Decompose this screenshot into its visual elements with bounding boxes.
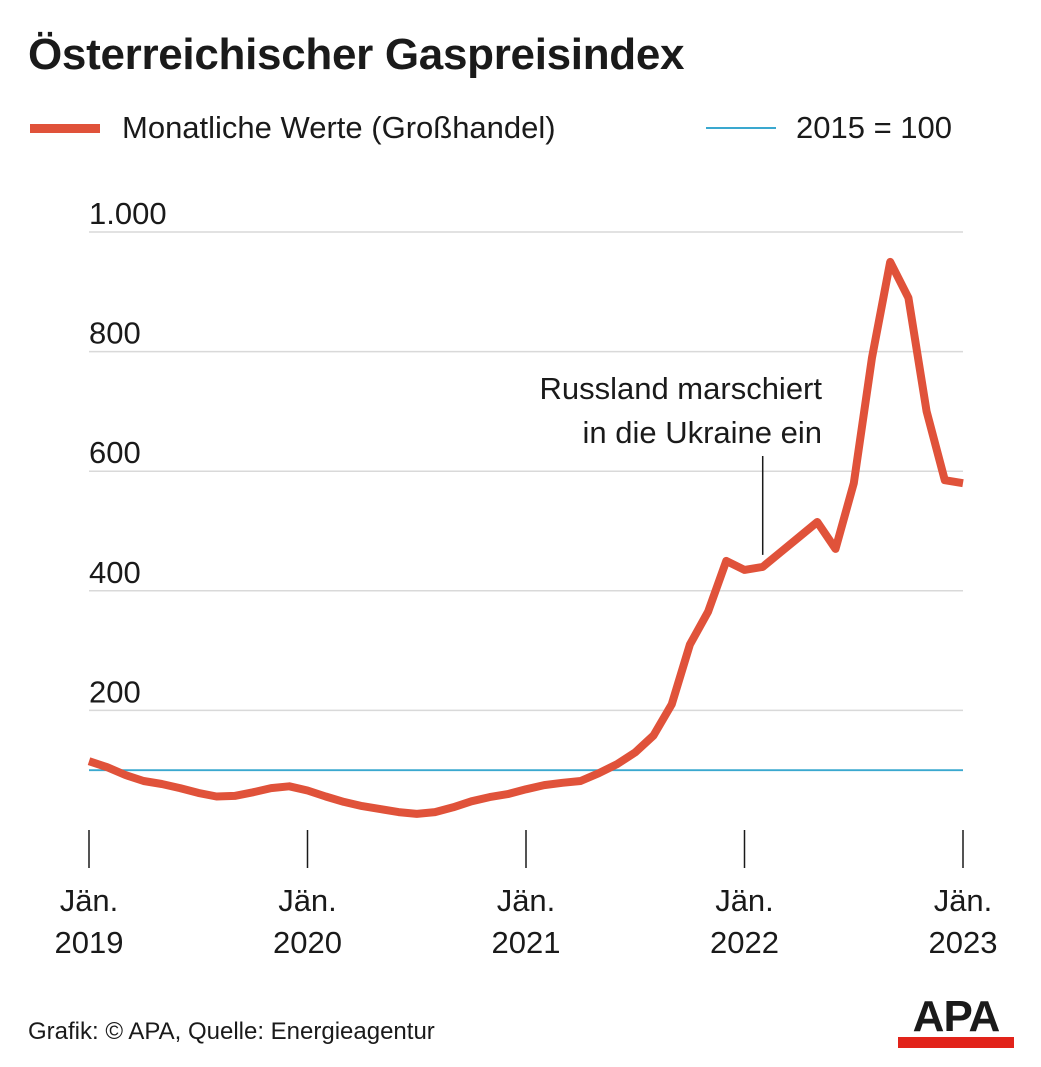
data-point-2022-12 bbox=[942, 477, 948, 483]
y-tick-label-400: 400 bbox=[89, 555, 141, 590]
data-point-2020-07 bbox=[414, 811, 420, 817]
data-point-2023-01 bbox=[960, 480, 966, 486]
legend: Monatliche Werte (Großhandel) 2015 = 100 bbox=[30, 110, 1010, 154]
data-point-2019-12 bbox=[286, 783, 292, 789]
legend-swatch-reference bbox=[706, 127, 776, 129]
data-point-2020-09 bbox=[450, 804, 456, 810]
legend-label-monthly: Monatliche Werte (Großhandel) bbox=[122, 110, 556, 145]
data-point-2022-06 bbox=[833, 546, 839, 552]
data-point-2019-10 bbox=[250, 789, 256, 795]
x-tick-label-month-2020: Jän. bbox=[278, 883, 337, 918]
data-point-2019-07 bbox=[195, 790, 201, 796]
data-point-2022-04 bbox=[796, 534, 802, 540]
data-point-2019-04 bbox=[141, 778, 147, 784]
legend-item-reference: 2015 = 100 bbox=[706, 110, 952, 146]
data-point-2022-09 bbox=[887, 259, 893, 265]
data-point-2020-04 bbox=[359, 803, 365, 809]
x-tick-label-month-2023: Jän. bbox=[934, 883, 993, 918]
data-point-2022-01 bbox=[742, 567, 748, 573]
data-point-2020-02 bbox=[323, 794, 329, 800]
legend-label-reference: 2015 = 100 bbox=[796, 110, 953, 145]
data-point-2021-07 bbox=[632, 749, 638, 755]
x-tick-label-month-2019: Jän. bbox=[60, 883, 119, 918]
data-point-2021-12 bbox=[723, 558, 729, 564]
data-point-2019-08 bbox=[214, 794, 220, 800]
y-tick-label-1000: 1.000 bbox=[89, 196, 167, 231]
data-point-2022-10 bbox=[905, 295, 911, 301]
source-note: Grafik: © APA, Quelle: Energieagentur bbox=[28, 1018, 435, 1045]
apa-logo-bar bbox=[898, 1037, 1014, 1048]
data-point-2021-01 bbox=[523, 786, 529, 792]
legend-item-monthly: Monatliche Werte (Großhandel) bbox=[30, 110, 556, 146]
data-point-2021-10 bbox=[687, 642, 693, 648]
data-point-2022-07 bbox=[851, 480, 857, 486]
data-point-2021-02 bbox=[541, 782, 547, 788]
x-tick-label-year-2021: 2021 bbox=[492, 925, 561, 960]
data-point-2021-06 bbox=[614, 761, 620, 767]
data-point-2020-06 bbox=[396, 809, 402, 815]
data-point-2020-11 bbox=[487, 794, 493, 800]
data-point-2021-08 bbox=[651, 733, 657, 739]
data-point-2020-01 bbox=[305, 788, 311, 794]
data-point-2019-11 bbox=[268, 785, 274, 791]
y-tick-label-200: 200 bbox=[89, 674, 141, 709]
line-chart: 200 400 600 800 1.000 Jän. 2019 Jän. 2020 Jän. 202… bbox=[55, 196, 998, 960]
data-point-2019-01 bbox=[86, 758, 92, 764]
x-tick-label-year-2022: 2022 bbox=[710, 925, 779, 960]
data-point-2022-02 bbox=[760, 564, 766, 570]
data-point-2021-04 bbox=[578, 778, 584, 784]
data-point-2019-05 bbox=[159, 781, 165, 787]
data-point-2020-08 bbox=[432, 809, 438, 815]
x-tick-label-year-2020: 2020 bbox=[273, 925, 342, 960]
data-point-2019-03 bbox=[122, 772, 128, 778]
data-point-2020-12 bbox=[505, 791, 511, 797]
apa-logo-text: APA bbox=[912, 992, 1001, 1041]
y-tick-label-600: 600 bbox=[89, 435, 141, 470]
series-line-monthly bbox=[87, 257, 964, 818]
apa-logo: APA bbox=[898, 992, 1014, 1048]
x-tick-label-year-2023: 2023 bbox=[929, 925, 998, 960]
data-point-2019-09 bbox=[232, 793, 238, 799]
data-point-2022-05 bbox=[814, 519, 820, 525]
x-tick-label-year-2019: 2019 bbox=[55, 925, 124, 960]
data-point-2021-09 bbox=[669, 701, 675, 707]
data-point-2019-06 bbox=[177, 785, 183, 791]
y-tick-label-800: 800 bbox=[89, 316, 141, 351]
x-tick-label-month-2021: Jän. bbox=[497, 883, 556, 918]
annotation-text-line-0: Russland marschiert bbox=[539, 371, 822, 406]
annotation-text-line-1: in die Ukraine ein bbox=[582, 415, 822, 450]
chart-title: Österreichischer Gaspreisindex bbox=[28, 30, 685, 79]
data-point-2022-11 bbox=[924, 408, 930, 414]
data-point-2021-05 bbox=[596, 770, 602, 776]
data-point-2019-02 bbox=[104, 764, 110, 770]
data-point-2020-05 bbox=[377, 806, 383, 812]
data-point-2020-03 bbox=[341, 799, 347, 805]
data-point-2021-11 bbox=[705, 609, 711, 615]
data-point-2022-03 bbox=[778, 549, 784, 555]
x-tick-label-month-2022: Jän. bbox=[715, 883, 774, 918]
data-point-2022-08 bbox=[869, 355, 875, 361]
data-point-2021-03 bbox=[559, 780, 565, 786]
data-point-2020-10 bbox=[468, 798, 474, 804]
legend-swatch-monthly bbox=[30, 123, 100, 133]
